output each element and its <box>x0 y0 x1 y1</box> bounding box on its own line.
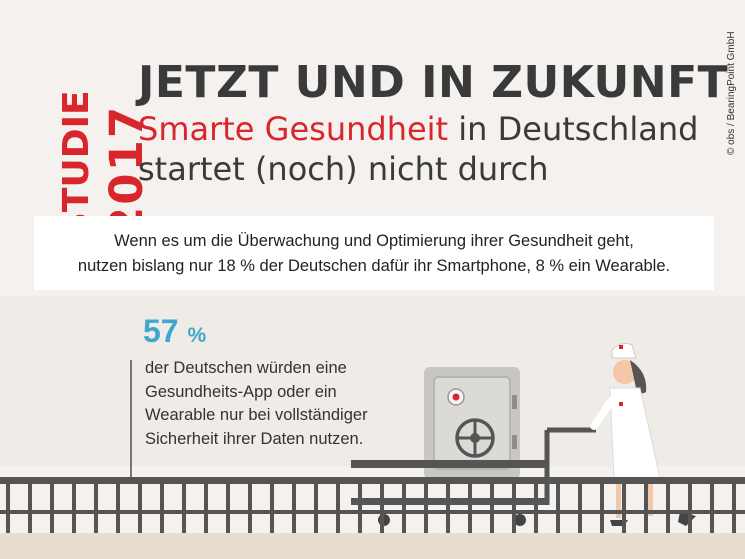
stat-value: 57 % <box>143 313 206 350</box>
intro-line-2: nutzen bislang nur 18 % der Deutschen da… <box>77 257 671 275</box>
safe-illustration <box>424 367 520 479</box>
intro-line-1: Wenn es um die Überwachung und Optimieru… <box>114 232 634 250</box>
intro-box: Wenn es um die Überwachung und Optimieru… <box>34 216 714 290</box>
subtitle-line-1: Smarte Gesundheit in Deutschland <box>138 110 698 148</box>
page-title: JETZT UND IN ZUKUNFT – <box>138 57 745 108</box>
stat-number: 57 <box>143 313 179 349</box>
subtitle-rest: in Deutschland <box>448 110 699 148</box>
subtitle-line-2: startet (noch) nicht durch <box>138 150 549 188</box>
stat-line: der Deutschen würden eine <box>145 359 347 377</box>
stat-line: Gesundheits-App oder ein <box>145 382 337 401</box>
railing-illustration <box>0 477 745 559</box>
stat-line: Wearable nur bei vollständiger <box>145 406 368 424</box>
stat-unit: % <box>187 324 207 347</box>
subtitle-highlight: Smarte Gesundheit <box>138 110 449 148</box>
stat-line: Sicherheit ihrer Daten nutzen. <box>145 429 364 448</box>
stat-description: der Deutschen würden eine Gesundheits-Ap… <box>145 357 415 451</box>
nurse-illustration <box>590 342 696 526</box>
stat-divider <box>130 360 132 478</box>
